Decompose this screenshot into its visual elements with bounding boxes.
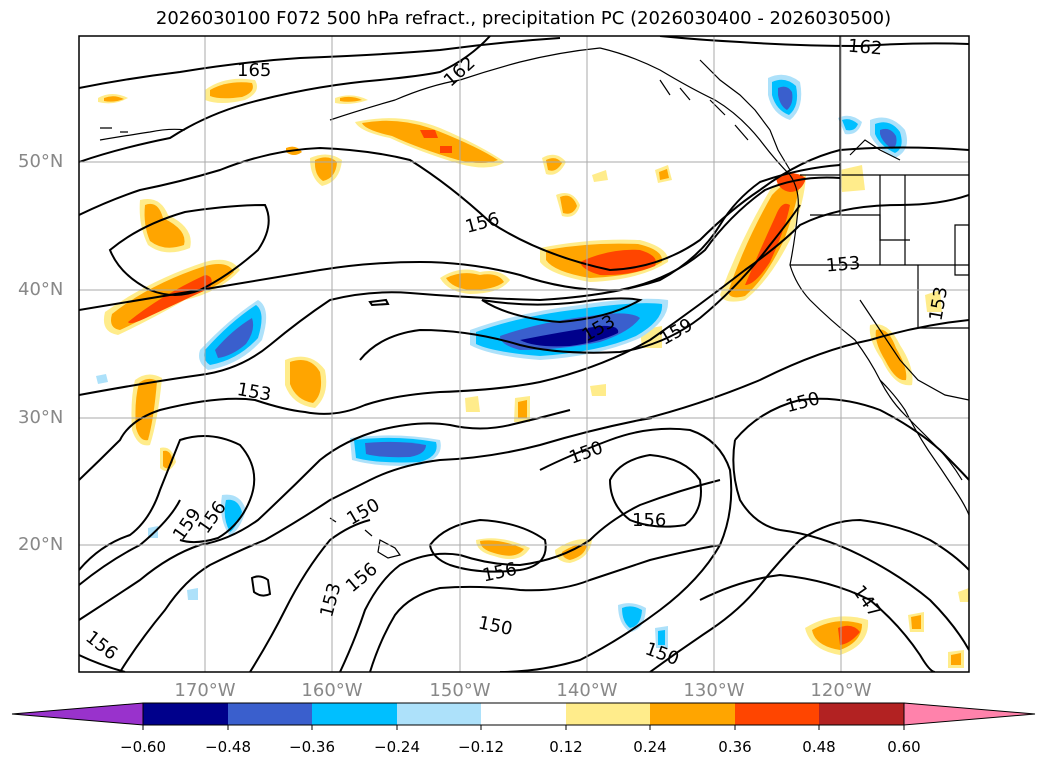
colorbar-extend-low bbox=[11, 702, 144, 726]
colorbar-tick-label: −0.36 bbox=[289, 738, 335, 756]
colorbar-tick-label: −0.12 bbox=[458, 738, 504, 756]
colorbar-tick-label: 0.12 bbox=[549, 738, 583, 756]
colorbar-swatch bbox=[312, 703, 397, 725]
coastlines bbox=[99, 36, 969, 559]
colorbar-tick-label: 0.36 bbox=[718, 738, 752, 756]
contour-label: 162 bbox=[847, 36, 883, 60]
lon-label-120w: 120°W bbox=[810, 680, 872, 701]
lon-label-160w: 160°W bbox=[301, 680, 363, 701]
lon-label-170w: 170°W bbox=[174, 680, 236, 701]
lat-label-50n: 50°N bbox=[18, 151, 64, 172]
graticule bbox=[79, 36, 969, 672]
lon-label-140w: 140°W bbox=[556, 680, 618, 701]
colorbar-extend-high bbox=[903, 702, 1036, 726]
colorbar-tick-label: 0.48 bbox=[802, 738, 836, 756]
contour-label: 153 bbox=[825, 253, 861, 277]
lat-label-30n: 30°N bbox=[18, 407, 64, 428]
contours bbox=[79, 36, 969, 672]
colorbar-swatch bbox=[819, 703, 904, 725]
lat-label-40n: 40°N bbox=[18, 279, 64, 300]
lon-label-150w: 150°W bbox=[429, 680, 491, 701]
colorbar-tick-label: −0.48 bbox=[205, 738, 251, 756]
map-title: 2026030100 F072 500 hPa refract., precip… bbox=[155, 8, 892, 29]
colorbar-frame bbox=[142, 702, 905, 726]
colorbar-swatch bbox=[566, 703, 650, 725]
contour-label: 156 bbox=[632, 510, 666, 531]
contour-label: 165 bbox=[237, 60, 271, 81]
colorbar-swatch bbox=[650, 703, 735, 725]
map-frame bbox=[78, 35, 970, 673]
lon-label-130w: 130°W bbox=[683, 680, 745, 701]
colorbar-tick-label: −0.60 bbox=[120, 738, 166, 756]
colorbar bbox=[11, 702, 1036, 730]
colorbar-tick-label: 0.60 bbox=[887, 738, 921, 756]
colorbar-swatch bbox=[228, 703, 312, 725]
colorbar-swatch bbox=[735, 703, 819, 725]
colorbar-swatch bbox=[481, 703, 566, 725]
precip-shading bbox=[96, 74, 969, 668]
lat-label-20n: 20°N bbox=[18, 534, 64, 555]
colorbar-tick-label: 0.24 bbox=[633, 738, 667, 756]
colorbar-swatch bbox=[397, 703, 481, 725]
colorbar-tick-label: −0.24 bbox=[374, 738, 420, 756]
colorbar-swatch bbox=[143, 703, 228, 725]
